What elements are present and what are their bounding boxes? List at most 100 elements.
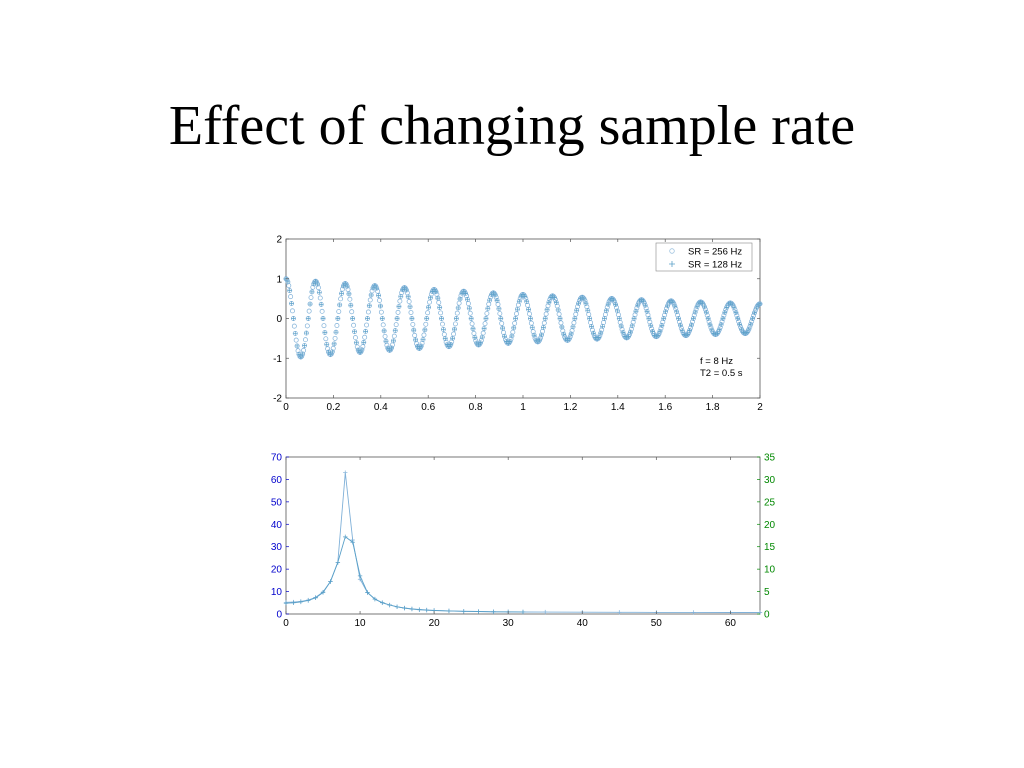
data-point-sr-128 xyxy=(691,316,696,321)
data-point-sr-128 xyxy=(383,339,389,344)
data-point-sr-128 xyxy=(485,306,491,311)
data-point-sr-128 xyxy=(478,340,483,346)
data-point-sr-256 xyxy=(449,339,455,345)
series-sr-128 xyxy=(283,276,763,360)
data-point-sr-128 xyxy=(722,310,728,315)
spectrum-point-sr-128 xyxy=(491,609,496,614)
data-point-sr-256 xyxy=(380,322,386,328)
annotation-t2: T2 = 0.5 s xyxy=(700,368,743,379)
data-point-sr-256 xyxy=(404,290,410,296)
data-point-sr-256 xyxy=(484,310,490,316)
data-point-sr-128 xyxy=(635,302,640,308)
data-point-sr-128 xyxy=(707,322,713,327)
data-point-sr-128 xyxy=(680,328,685,333)
data-point-sr-128 xyxy=(581,296,587,302)
data-point-sr-256 xyxy=(397,298,403,304)
data-point-sr-128 xyxy=(672,303,678,309)
data-point-sr-128 xyxy=(496,306,502,311)
data-point-sr-256 xyxy=(393,322,399,328)
data-point-sr-256 xyxy=(478,337,484,343)
data-point-sr-256 xyxy=(480,330,486,336)
spectrum-point-sr-128 xyxy=(424,607,429,613)
data-point-sr-128 xyxy=(452,326,457,332)
data-point-sr-128 xyxy=(380,316,385,321)
data-point-sr-256 xyxy=(317,295,323,301)
data-point-sr-128 xyxy=(317,290,322,295)
data-point-sr-256 xyxy=(308,295,314,301)
y-tick-label-right: 5 xyxy=(764,587,770,598)
spectrum-line-sr-128 xyxy=(285,536,524,613)
data-point-sr-128 xyxy=(685,332,690,337)
data-point-sr-256 xyxy=(345,287,351,292)
data-point-sr-128 xyxy=(335,316,341,321)
data-point-sr-128 xyxy=(411,327,416,333)
data-point-sr-128 xyxy=(752,310,757,316)
data-point-sr-256 xyxy=(412,332,418,338)
data-point-sr-128 xyxy=(537,337,542,343)
data-point-sr-256 xyxy=(425,310,431,316)
data-point-sr-128 xyxy=(657,329,663,334)
data-point-sr-128 xyxy=(391,338,396,344)
data-point-sr-256 xyxy=(399,290,405,296)
y-tick-label: 0 xyxy=(276,314,282,325)
data-point-sr-256 xyxy=(589,327,595,333)
data-point-sr-128 xyxy=(530,325,535,330)
data-point-sr-256 xyxy=(528,320,534,326)
x-tick-label: 1.8 xyxy=(706,402,720,413)
data-point-sr-128 xyxy=(433,289,439,294)
data-point-sr-256 xyxy=(319,308,325,314)
data-point-sr-128 xyxy=(465,297,470,302)
data-point-sr-256 xyxy=(421,332,427,338)
spectrum-point-sr-128 xyxy=(328,579,333,584)
data-point-sr-256 xyxy=(510,329,516,335)
data-point-sr-128 xyxy=(491,290,496,296)
x-tick-label: 0 xyxy=(283,618,289,629)
data-point-sr-128 xyxy=(604,308,609,313)
spectrum-point-sr-128 xyxy=(291,600,296,605)
spectrum-point-sr-128 xyxy=(402,605,407,611)
data-point-sr-256 xyxy=(573,311,579,317)
data-point-sr-256 xyxy=(302,337,308,343)
data-point-sr-128 xyxy=(372,283,378,288)
spectrum-point-sr-128 xyxy=(320,590,326,595)
data-point-sr-128 xyxy=(755,302,761,308)
data-point-sr-256 xyxy=(321,323,327,329)
data-point-sr-128 xyxy=(511,325,516,331)
data-point-sr-256 xyxy=(340,286,345,292)
y-tick-label-right: 20 xyxy=(764,520,776,531)
data-point-sr-128 xyxy=(730,301,735,307)
spectrum-point-sr-128 xyxy=(357,573,363,579)
data-point-sr-128 xyxy=(676,316,681,321)
data-point-sr-128 xyxy=(326,349,331,355)
y-tick-label-right: 0 xyxy=(764,610,770,621)
data-point-sr-128 xyxy=(502,334,507,339)
data-point-sr-256 xyxy=(384,342,390,348)
spectrum-point-sr-128 xyxy=(350,540,355,545)
x-tick-label: 0.2 xyxy=(326,402,340,413)
data-point-sr-128 xyxy=(500,325,505,331)
data-point-sr-128 xyxy=(363,329,368,334)
data-point-sr-128 xyxy=(574,308,579,313)
data-point-sr-256 xyxy=(619,326,625,332)
data-point-sr-128 xyxy=(413,337,418,343)
data-point-sr-256 xyxy=(469,321,475,327)
data-point-sr-256 xyxy=(689,319,695,325)
data-point-sr-128 xyxy=(404,287,409,293)
data-point-sr-128 xyxy=(544,307,550,312)
data-point-sr-128 xyxy=(481,326,487,331)
data-point-sr-128 xyxy=(472,335,478,340)
data-point-sr-256 xyxy=(465,301,471,306)
data-point-sr-128 xyxy=(559,324,565,330)
data-point-sr-256 xyxy=(677,319,682,325)
data-point-sr-256 xyxy=(408,310,414,315)
data-point-sr-128 xyxy=(357,350,363,355)
data-point-sr-128 xyxy=(620,330,626,335)
data-point-sr-256 xyxy=(347,296,353,302)
data-point-sr-128 xyxy=(754,305,759,311)
data-point-sr-128 xyxy=(361,340,366,345)
data-point-sr-256 xyxy=(325,346,331,352)
data-point-sr-256 xyxy=(471,330,477,336)
data-point-sr-256 xyxy=(588,320,594,326)
data-point-sr-256 xyxy=(628,326,634,332)
